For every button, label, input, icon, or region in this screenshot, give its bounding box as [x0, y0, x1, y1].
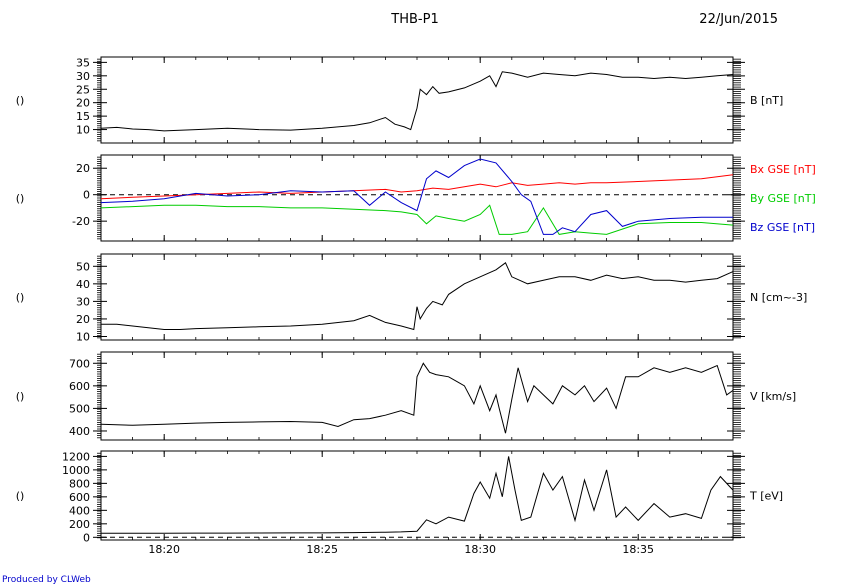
panel-frame — [100, 253, 734, 341]
series-line-bx — [100, 174, 734, 200]
y-tick-label: 10 — [76, 124, 90, 137]
probe-title: THB-P1 — [390, 12, 438, 27]
y-tick-label: 400 — [69, 504, 90, 517]
y-tick-label: 1000 — [62, 464, 90, 477]
y-tick-label: 500 — [69, 402, 90, 415]
panel-frame — [100, 351, 734, 441]
panel-frame — [100, 450, 734, 541]
y-tick-label: 50 — [76, 260, 90, 273]
y-tick-label: 600 — [69, 491, 90, 504]
x-tick-label: 18:20 — [148, 543, 180, 556]
right-series-label: T [eV] — [749, 490, 783, 503]
y-tick-label: 40 — [76, 278, 90, 291]
y-axis-label: () — [16, 390, 25, 403]
series-line-b — [100, 71, 734, 132]
y-tick-label: 20 — [76, 313, 90, 326]
y-tick-label: 30 — [76, 295, 90, 308]
y-tick-label: 15 — [76, 110, 90, 123]
y-tick-label: 20 — [76, 162, 90, 175]
y-tick-label: 20 — [76, 97, 90, 110]
legend-label: Bx GSE [nT] — [750, 163, 816, 176]
y-tick-label: 200 — [69, 518, 90, 531]
x-tick-label: 18:25 — [306, 543, 338, 556]
x-tick-label: 18:35 — [622, 543, 654, 556]
y-axis-label: () — [16, 192, 25, 205]
y-tick-label: 800 — [69, 477, 90, 490]
y-tick-label: 10 — [76, 330, 90, 343]
y-tick-label: -20 — [72, 215, 90, 228]
series-line-v — [100, 362, 734, 434]
y-tick-label: 30 — [76, 70, 90, 83]
y-tick-label: 700 — [69, 357, 90, 370]
credit-label: Produced by CLWeb — [2, 575, 91, 584]
y-axis-label: () — [16, 490, 25, 503]
y-tick-label: 0 — [83, 531, 90, 544]
y-tick-label: 0 — [83, 189, 90, 202]
y-axis-label: () — [16, 94, 25, 107]
legend-label: By GSE [nT] — [750, 192, 816, 205]
y-tick-label: 400 — [69, 425, 90, 438]
y-tick-label: 25 — [76, 83, 90, 96]
date-label: 22/Jun/2015 — [699, 12, 778, 27]
y-tick-label: 600 — [69, 380, 90, 393]
y-axis-label: () — [16, 291, 25, 304]
series-line-t — [101, 456, 734, 534]
series-line-by — [100, 204, 734, 235]
right-series-label: B [nT] — [750, 94, 783, 107]
y-tick-label: 1200 — [62, 450, 90, 463]
legend-label: Bz GSE [nT] — [750, 221, 815, 234]
y-tick-label: 35 — [76, 56, 90, 69]
panel-frame — [100, 154, 734, 242]
series-line-n — [101, 262, 734, 331]
series-line-bz — [100, 158, 733, 235]
right-series-label: V [km/s] — [750, 390, 796, 403]
x-tick-label: 18:30 — [464, 543, 496, 556]
right-series-label: N [cm~-3] — [750, 291, 807, 304]
